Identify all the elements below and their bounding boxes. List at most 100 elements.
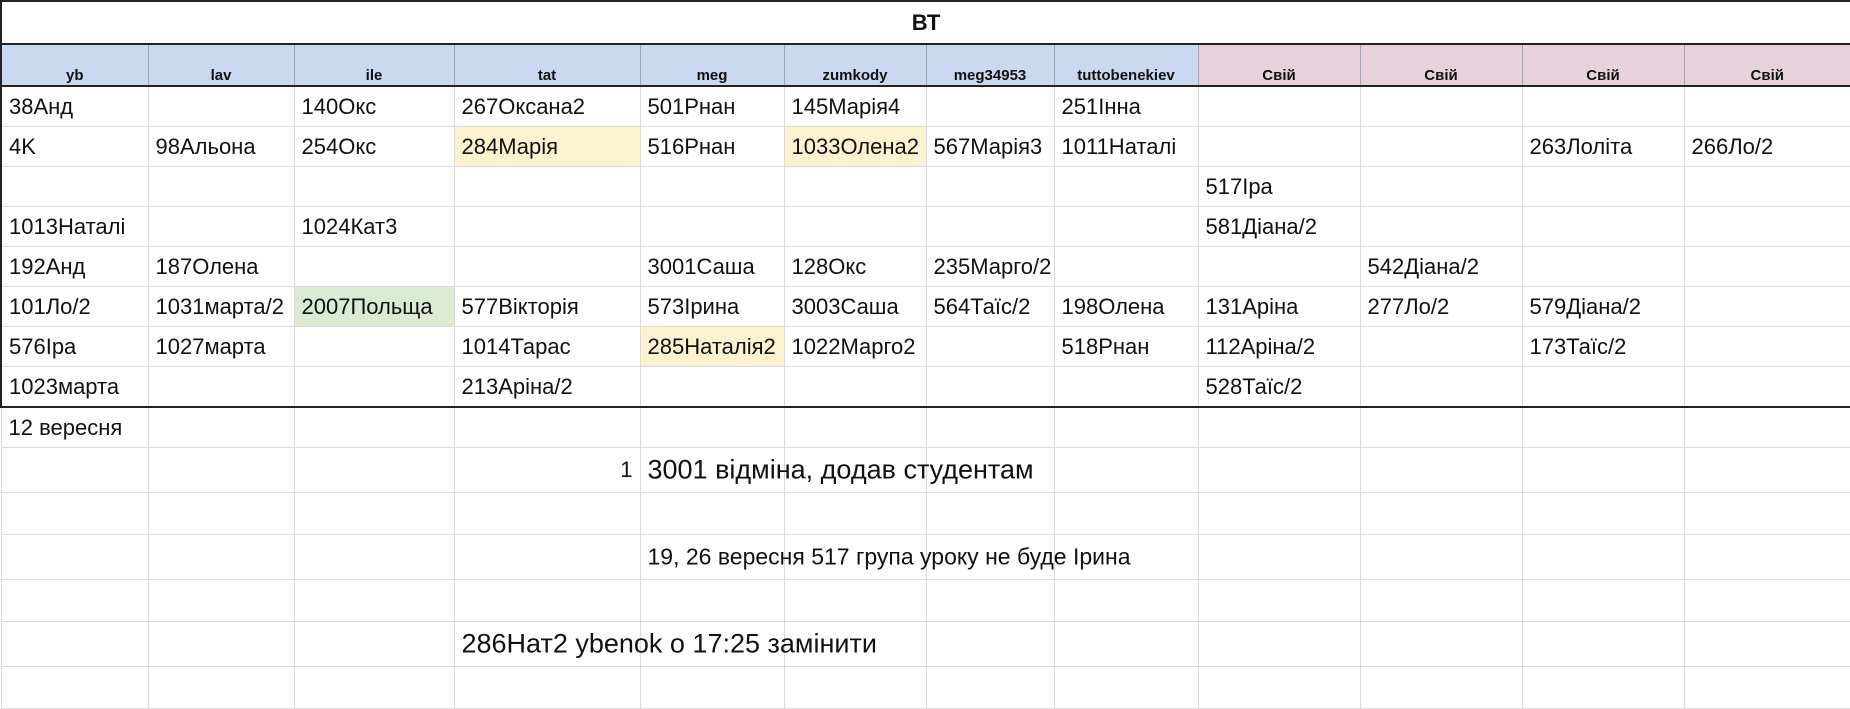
- table-cell[interactable]: 140Окс: [293, 85, 455, 127]
- table-cell[interactable]: [1683, 492, 1850, 535]
- table-cell[interactable]: [453, 579, 641, 622]
- table-cell[interactable]: [0, 492, 149, 535]
- table-cell[interactable]: [147, 534, 295, 580]
- table-cell[interactable]: [147, 579, 295, 622]
- table-cell[interactable]: [1359, 166, 1523, 207]
- table-cell[interactable]: 542Діана/2: [1359, 246, 1523, 287]
- table-cell[interactable]: [783, 406, 927, 448]
- table-cell[interactable]: [147, 406, 295, 448]
- table-cell[interactable]: [147, 166, 295, 207]
- table-cell[interactable]: 4K: [0, 126, 149, 167]
- number-cell[interactable]: 1: [453, 447, 641, 493]
- table-cell[interactable]: 173Таїс/2: [1521, 326, 1685, 367]
- table-cell[interactable]: [783, 206, 927, 247]
- table-cell[interactable]: 266Ло/2: [1683, 126, 1850, 167]
- table-cell[interactable]: [293, 666, 455, 709]
- table-cell[interactable]: [453, 206, 641, 247]
- table-cell[interactable]: [925, 85, 1055, 127]
- table-cell[interactable]: 198Олена: [1053, 286, 1199, 327]
- table-cell[interactable]: [293, 492, 455, 535]
- table-cell[interactable]: 579Діана/2: [1521, 286, 1685, 327]
- table-cell[interactable]: [147, 206, 295, 247]
- table-cell[interactable]: 1022Марго2: [783, 326, 927, 367]
- table-cell[interactable]: [1683, 85, 1850, 127]
- table-cell[interactable]: [1197, 492, 1361, 535]
- table-cell[interactable]: [783, 534, 927, 580]
- table-cell[interactable]: [1683, 666, 1850, 709]
- table-cell[interactable]: [293, 166, 455, 207]
- table-cell[interactable]: 567Марія3: [925, 126, 1055, 167]
- table-cell[interactable]: [925, 326, 1055, 367]
- table-cell[interactable]: [293, 534, 455, 580]
- table-cell[interactable]: [1521, 666, 1685, 709]
- table-cell[interactable]: 1014Тарас: [453, 326, 641, 367]
- table-cell[interactable]: 254Окс: [293, 126, 455, 167]
- table-cell[interactable]: [1521, 206, 1685, 247]
- table-cell[interactable]: [293, 246, 455, 287]
- table-cell[interactable]: [1359, 666, 1523, 709]
- table-cell[interactable]: [639, 166, 785, 207]
- header-cell-own-2[interactable]: Свій: [1359, 43, 1523, 87]
- table-cell[interactable]: [1521, 492, 1685, 535]
- table-cell[interactable]: 98Альона: [147, 126, 295, 167]
- table-cell[interactable]: [639, 406, 785, 448]
- table-cell[interactable]: [1521, 447, 1685, 493]
- table-cell[interactable]: [147, 85, 295, 127]
- table-cell[interactable]: [639, 621, 785, 667]
- table-cell[interactable]: [1053, 206, 1199, 247]
- table-cell[interactable]: [293, 406, 455, 448]
- table-cell[interactable]: [1683, 534, 1850, 580]
- table-cell[interactable]: [0, 447, 149, 493]
- table-cell[interactable]: [783, 492, 927, 535]
- table-cell[interactable]: 1027марта: [147, 326, 295, 367]
- header-cell-tuttobenekiev[interactable]: tuttobenekiev: [1053, 43, 1199, 87]
- table-cell[interactable]: [1359, 206, 1523, 247]
- table-cell[interactable]: [1053, 166, 1199, 207]
- table-cell[interactable]: [1521, 534, 1685, 580]
- table-cell[interactable]: [1197, 246, 1361, 287]
- table-cell[interactable]: [1197, 534, 1361, 580]
- table-cell-highlighted[interactable]: 2007Польща: [293, 286, 455, 327]
- table-cell[interactable]: [1359, 366, 1523, 408]
- table-cell[interactable]: [1197, 579, 1361, 622]
- table-cell[interactable]: [1197, 85, 1361, 127]
- table-cell[interactable]: [1683, 286, 1850, 327]
- table-cell[interactable]: [1197, 666, 1361, 709]
- table-cell[interactable]: 1011Наталі: [1053, 126, 1199, 167]
- table-cell[interactable]: [925, 406, 1055, 448]
- table-cell[interactable]: [453, 406, 641, 448]
- table-cell[interactable]: [1683, 621, 1850, 667]
- table-cell[interactable]: [1197, 126, 1361, 167]
- table-cell[interactable]: 1031марта/2: [147, 286, 295, 327]
- note-cell[interactable]: 3001 відміна, додав студентам: [639, 447, 1034, 493]
- table-cell[interactable]: 516Рнан: [639, 126, 785, 167]
- table-cell[interactable]: [639, 366, 785, 408]
- table-cell[interactable]: 251Інна: [1053, 85, 1199, 127]
- table-cell[interactable]: 235Марго/2: [925, 246, 1055, 287]
- table-cell[interactable]: [783, 366, 927, 408]
- header-cell-ile[interactable]: ile: [293, 43, 455, 87]
- header-cell-tat[interactable]: tat: [453, 43, 641, 87]
- table-cell[interactable]: 263Лоліта: [1521, 126, 1685, 167]
- table-cell[interactable]: 145Марія4: [783, 85, 927, 127]
- table-cell[interactable]: [639, 666, 785, 709]
- table-cell[interactable]: 1013Наталі: [0, 206, 149, 247]
- table-cell[interactable]: 112Аріна/2: [1197, 326, 1361, 367]
- table-cell[interactable]: [1683, 206, 1850, 247]
- table-cell[interactable]: 528Таїс/2: [1197, 366, 1361, 408]
- table-cell[interactable]: [1683, 447, 1850, 493]
- table-cell[interactable]: [783, 166, 927, 207]
- table-cell[interactable]: [1359, 326, 1523, 367]
- date-cell[interactable]: 12 вересня: [0, 406, 149, 448]
- table-cell[interactable]: [1359, 579, 1523, 622]
- table-cell[interactable]: [1359, 85, 1523, 127]
- table-cell[interactable]: [147, 366, 295, 408]
- header-cell-zumkody[interactable]: zumkody: [783, 43, 927, 87]
- table-cell[interactable]: 501Рнан: [639, 85, 785, 127]
- table-cell[interactable]: [783, 579, 927, 622]
- table-cell[interactable]: 1023марта: [0, 366, 149, 408]
- table-cell[interactable]: [453, 492, 641, 535]
- table-cell[interactable]: [293, 621, 455, 667]
- table-cell[interactable]: 128Окс: [783, 246, 927, 287]
- table-cell[interactable]: [147, 492, 295, 535]
